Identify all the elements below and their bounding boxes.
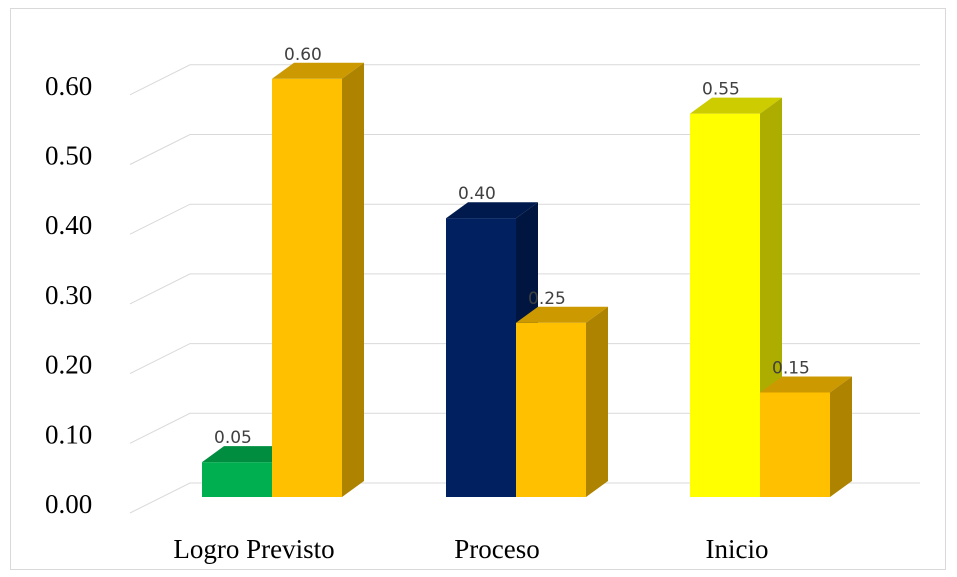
y-tick-label: 0.40 [45,210,92,240]
bar-front [272,78,342,498]
y-tick-label: 0.20 [45,350,92,380]
bar-front [516,322,586,497]
y-tick-label: 0.60 [45,71,92,101]
gridline [129,412,920,444]
y-tick-label: 0.00 [45,489,92,519]
gridline [129,134,920,165]
gridline [129,203,920,235]
data-label: 0.60 [284,45,322,65]
bar [516,306,608,497]
gridline [129,273,920,305]
y-tick-label: 0.50 [45,141,92,171]
bar [272,62,364,498]
bar-top [446,202,538,219]
bar-top [516,306,608,323]
data-label: 0.55 [702,80,740,100]
bar-front [760,392,830,497]
bar-side [342,62,364,498]
data-label: 0.15 [772,358,810,378]
y-tick-label: 0.30 [45,280,92,310]
bar [760,376,852,497]
bar-top [202,446,294,463]
gridlines [129,64,920,514]
bar-front [690,113,760,498]
data-labels: 0.05 0.60 0.40 0.25 0.55 0.15 [214,45,810,448]
bar-front [202,462,272,497]
gridline [129,482,920,514]
bar-top [760,376,852,393]
bar-front [446,218,516,497]
bars [202,62,852,498]
data-label: 0.40 [458,184,496,204]
bar-side [830,376,852,497]
y-tick-label: 0.10 [45,419,92,449]
data-label: 0.25 [528,289,566,309]
x-axis-categories: Logro Previsto Proceso Inicio [173,534,768,564]
gridline [129,343,920,375]
x-category-label: Logro Previsto [173,534,334,564]
bar-side [586,306,608,497]
data-label: 0.05 [214,428,252,448]
x-category-label: Inicio [706,534,769,564]
gridline [129,64,920,96]
bar-top [690,97,782,114]
y-axis-ticks: 0.00 0.10 0.20 0.30 0.40 0.50 0.60 [45,71,92,519]
x-category-label: Proceso [454,534,539,564]
bar-top [272,62,364,79]
